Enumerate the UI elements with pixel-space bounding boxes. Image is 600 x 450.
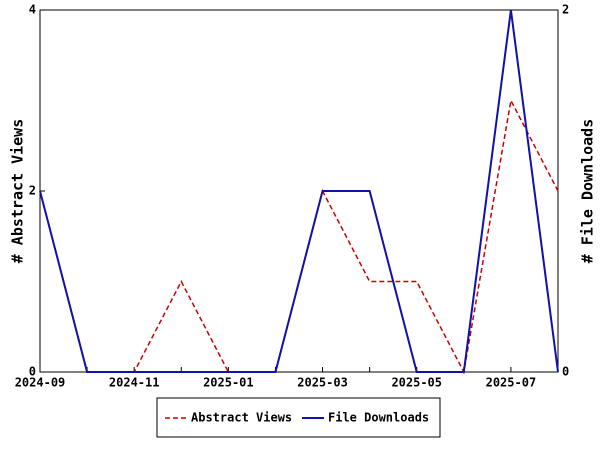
y2-tick-label: 0 xyxy=(562,365,569,379)
legend-box xyxy=(156,397,441,438)
x-tick-label: 2024-09 xyxy=(15,376,66,390)
y-axis-label: # Abstract Views xyxy=(9,119,27,264)
x-tick-label: 2024-11 xyxy=(109,376,160,390)
x-tick-label: 2025-05 xyxy=(391,376,442,390)
legend-label: File Downloads xyxy=(328,411,429,425)
x-tick-label: 2025-03 xyxy=(297,376,348,390)
y-tick-label: 4 xyxy=(29,3,36,17)
x-tick-label: 2025-07 xyxy=(486,376,537,390)
x-tick-label: 2025-01 xyxy=(203,376,254,390)
series-line xyxy=(39,9,559,373)
y-tick-label: 2 xyxy=(29,184,36,198)
y2-tick-label: 2 xyxy=(562,3,569,17)
y-tick-label: 0 xyxy=(29,365,36,379)
series-line xyxy=(39,98,559,375)
legend-label: Abstract Views xyxy=(191,411,292,425)
y2-axis-label: # File Downloads xyxy=(579,119,597,264)
plot-frame xyxy=(39,9,559,373)
